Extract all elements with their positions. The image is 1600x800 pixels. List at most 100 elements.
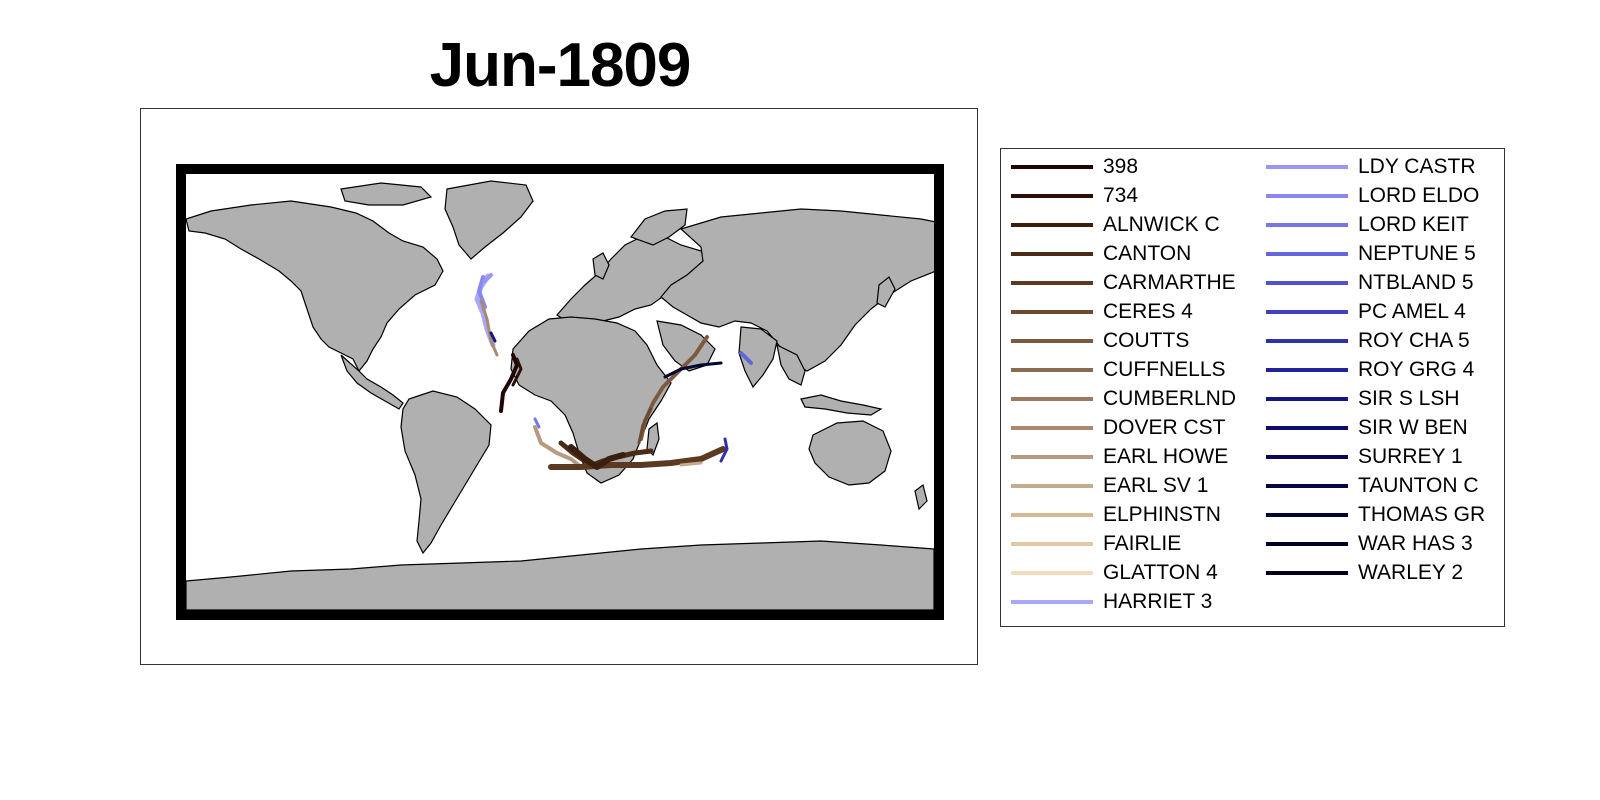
legend-swatch (1266, 310, 1348, 314)
legend-swatch (1266, 455, 1348, 459)
legend-item: EARL SV 1 (1011, 473, 1208, 499)
legend-label: 734 (1103, 184, 1139, 207)
legend-swatch (1266, 165, 1348, 169)
legend-swatch (1266, 542, 1348, 546)
legend-label: ROY CHA 5 (1358, 329, 1470, 352)
landmass-arctic-islands (340, 182, 433, 206)
route-track (489, 331, 497, 343)
legend-item: ALNWICK C (1011, 212, 1220, 238)
legend-item: CUMBERLND (1011, 386, 1236, 412)
legend-label: HARRIET 3 (1103, 590, 1213, 613)
legend-swatch (1266, 194, 1348, 198)
legend-label: TAUNTON C (1358, 474, 1479, 497)
legend-label: EARL HOWE (1103, 445, 1229, 468)
legend-swatch (1011, 542, 1093, 546)
legend-item: EARL HOWE (1011, 444, 1228, 470)
legend-label: CUFFNELLS (1103, 358, 1226, 381)
landmass-indonesia (800, 394, 883, 416)
legend-swatch (1266, 252, 1348, 256)
legend-item: NEPTUNE 5 (1266, 241, 1476, 267)
legend-label: ALNWICK C (1103, 213, 1220, 236)
map-frame-border (176, 164, 944, 620)
landmass-scandinavia (630, 208, 688, 246)
legend-swatch (1266, 397, 1348, 401)
landmass-greenland (444, 180, 534, 260)
legend-item: LORD KEIT (1266, 212, 1469, 238)
legend-item: NTBLAND 5 (1266, 270, 1474, 296)
map-panel (140, 108, 978, 665)
legend-item: ROY CHA 5 (1266, 328, 1470, 354)
legend-swatch (1266, 339, 1348, 343)
legend-label: SIR S LSH (1358, 387, 1460, 410)
legend-label: CERES 4 (1103, 300, 1193, 323)
legend-label: SURREY 1 (1358, 445, 1463, 468)
route-track (511, 357, 523, 387)
landmass-southeast-asia (776, 343, 806, 386)
legend-swatch (1011, 165, 1093, 169)
legend-item: CARMARTHE (1011, 270, 1236, 296)
legend-label: ROY GRG 4 (1358, 358, 1475, 381)
legend-label: CUMBERLND (1103, 387, 1237, 410)
legend-label: SIR W BEN (1358, 416, 1468, 439)
legend-label: 398 (1103, 155, 1139, 178)
landmass-madagascar (646, 421, 660, 457)
legend-item: SURREY 1 (1266, 444, 1463, 470)
route-track (548, 446, 726, 470)
legend-label: ELPHINSTN (1103, 503, 1221, 526)
legend-label: WAR HAS 3 (1358, 532, 1473, 555)
legend-swatch (1266, 571, 1348, 575)
legend-item: COUTTS (1011, 328, 1189, 354)
legend-swatch (1011, 281, 1093, 285)
legend-item: LORD ELDO (1266, 183, 1479, 209)
legend-swatch (1011, 426, 1093, 430)
legend-item: WAR HAS 3 (1266, 531, 1473, 557)
legend-swatch (1266, 281, 1348, 285)
legend-item: 734 (1011, 183, 1138, 209)
landmass-australia (808, 420, 892, 486)
legend-label: COUTTS (1103, 329, 1190, 352)
legend-label: NTBLAND 5 (1358, 271, 1474, 294)
landmass-antarctica (186, 540, 934, 610)
legend-item: THOMAS GR (1266, 502, 1485, 528)
route-track (719, 437, 729, 463)
legend-item: ROY GRG 4 (1266, 357, 1474, 383)
route-track (533, 417, 541, 429)
landmass-british-isles (592, 252, 610, 280)
legend-label: CANTON (1103, 242, 1192, 265)
landmass-japan (876, 276, 896, 308)
legend-label: THOMAS GR (1358, 503, 1486, 526)
legend-swatch (1011, 484, 1093, 488)
legend-item: ELPHINSTN (1011, 502, 1221, 528)
legend-swatch (1011, 571, 1093, 575)
route-track (663, 361, 723, 379)
legend-label: PC AMEL 4 (1358, 300, 1466, 323)
legend-swatch (1011, 310, 1093, 314)
landmass-central-america (340, 354, 404, 410)
legend-swatch (1011, 252, 1093, 256)
legend-item: HARRIET 3 (1011, 589, 1212, 615)
legend-label: LORD KEIT (1358, 213, 1469, 236)
legend-swatch (1266, 426, 1348, 430)
legend-item: DOVER CST (1011, 415, 1226, 441)
legend-item: SIR S LSH (1266, 386, 1460, 412)
legend-item: TAUNTON C (1266, 473, 1479, 499)
landmass-north-america (186, 200, 444, 373)
legend-label: NEPTUNE 5 (1358, 242, 1476, 265)
legend-swatch (1011, 194, 1093, 198)
legend-item: CUFFNELLS (1011, 357, 1226, 383)
legend-label: LDY CASTR (1358, 155, 1476, 178)
ship-routes (474, 273, 753, 470)
legend-label: FAIRLIE (1103, 532, 1182, 555)
landmasses (186, 180, 934, 610)
legend-swatch (1266, 484, 1348, 488)
legend-swatch (1266, 223, 1348, 227)
route-track (679, 461, 703, 467)
route-track (533, 425, 583, 469)
legend-swatch (1011, 600, 1093, 604)
legend-item: 398 (1011, 154, 1138, 180)
legend-label: GLATTON 4 (1103, 561, 1218, 584)
legend-label: EARL SV 1 (1103, 474, 1209, 497)
legend-label: CARMARTHE (1103, 271, 1236, 294)
legend-item: SIR W BEN (1266, 415, 1468, 441)
route-track (483, 273, 493, 283)
